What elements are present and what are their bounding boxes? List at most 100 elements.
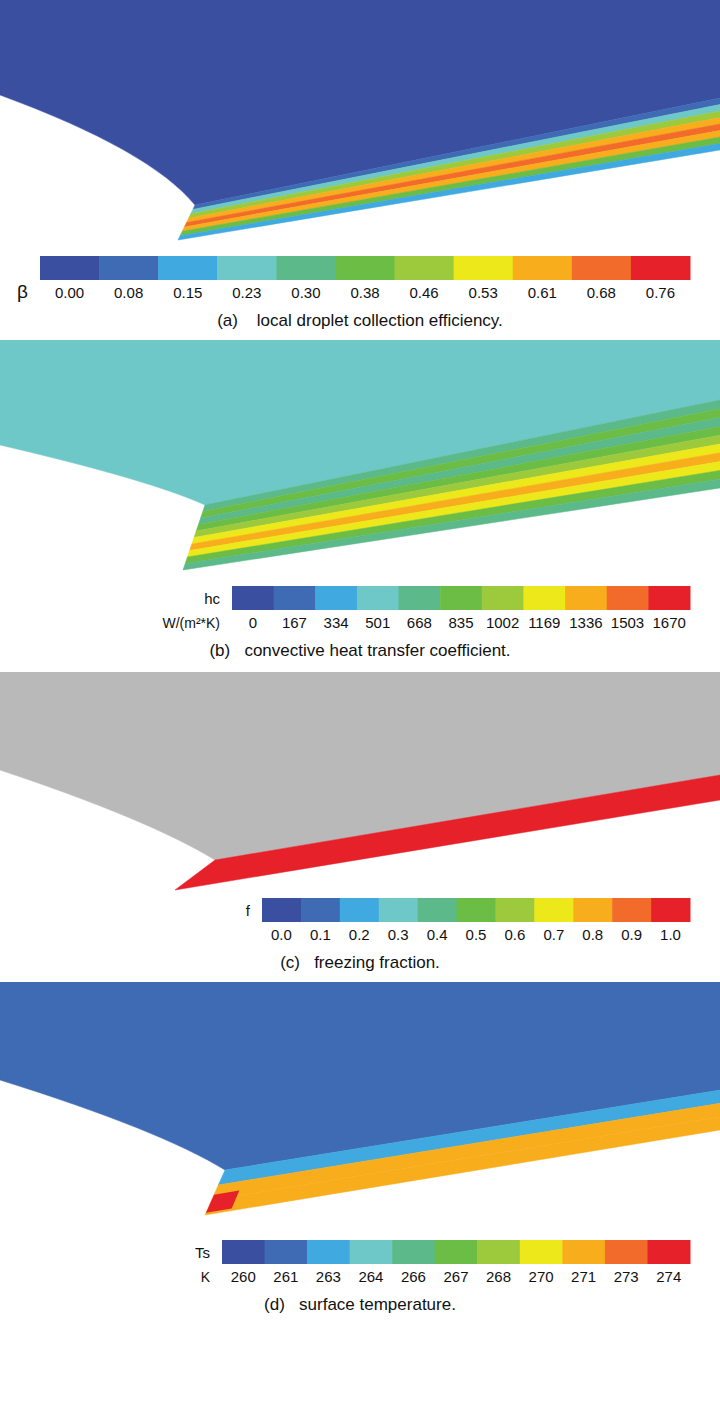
- color-bar-cell: [301, 898, 340, 922]
- panel: 0.00.10.20.30.40.50.60.70.80.91.0f(c) fr…: [0, 672, 720, 972]
- color-bar-unit: W/(m²*K): [162, 615, 220, 631]
- color-bar-cell: [523, 586, 565, 610]
- color-bar-title: f: [246, 902, 251, 919]
- color-bar-cell: [418, 898, 457, 922]
- color-bar-title: β: [17, 281, 28, 302]
- color-bar-tick-label: 1.0: [660, 926, 681, 943]
- color-bar-cell: [562, 1240, 605, 1264]
- color-bar-tick-label: 266: [401, 1268, 426, 1285]
- color-bar-tick-label: 0.46: [409, 284, 438, 301]
- contour-field: [0, 982, 720, 1215]
- hot-spot: [206, 1191, 239, 1213]
- color-bar-tick-label: 0.6: [504, 926, 525, 943]
- color-bar-cell: [534, 898, 573, 922]
- color-bar-cell: [513, 256, 573, 280]
- color-bar-cell: [395, 256, 455, 280]
- color-bar-cell: [392, 1240, 435, 1264]
- color-bar-tick-label: 0.0: [271, 926, 292, 943]
- color-bar-tick-label: 0.61: [528, 284, 557, 301]
- color-bar-tick-label: 1503: [611, 614, 644, 631]
- color-bar-cell: [647, 1240, 690, 1264]
- color-bar-tick-label: 273: [614, 1268, 639, 1285]
- color-bar-cell: [265, 1240, 308, 1264]
- color-bar-tick-label: 263: [316, 1268, 341, 1285]
- color-bar-tick-label: 668: [407, 614, 432, 631]
- color-bar-tick-label: 264: [358, 1268, 383, 1285]
- color-bar-cell: [612, 898, 651, 922]
- panel-caption: (d) surface temperature.: [264, 1295, 456, 1314]
- color-bar-cell: [651, 898, 690, 922]
- color-bar: 260261263264266267268270271273274: [222, 1240, 691, 1285]
- color-bar-cell: [573, 898, 612, 922]
- color-bar-tick-label: 0.9: [621, 926, 642, 943]
- panel: 0.000.080.150.230.300.380.460.530.610.68…: [0, 0, 720, 330]
- color-bar-tick-label: 0.08: [114, 284, 143, 301]
- color-bar-tick-label: 0.00: [55, 284, 84, 301]
- color-bar-tick-label: 271: [571, 1268, 596, 1285]
- color-bar-cell: [457, 898, 496, 922]
- color-bar-cell: [274, 586, 316, 610]
- color-bar-cell: [440, 586, 482, 610]
- color-bar-tick-label: 1169: [528, 614, 560, 631]
- color-bar-tick-label: 0: [249, 614, 257, 631]
- color-bar-cell: [495, 898, 534, 922]
- color-bar-tick-label: 261: [273, 1268, 298, 1285]
- color-bar: 0.00.10.20.30.40.50.60.70.80.91.0: [262, 898, 691, 943]
- panel: 260261263264266267268270271273274TsK(d) …: [0, 982, 720, 1314]
- color-bar-cell: [217, 256, 277, 280]
- color-bar-tick-label: 1670: [652, 614, 685, 631]
- color-bar-title: hc: [204, 590, 220, 607]
- color-bar-tick-label: 0.38: [350, 284, 379, 301]
- color-bar-tick-label: 260: [231, 1268, 256, 1285]
- color-bar-cell: [572, 256, 632, 280]
- color-bar-tick-label: 0.8: [582, 926, 603, 943]
- contour-field: [0, 0, 720, 240]
- color-bar-title: Ts: [195, 1244, 210, 1261]
- color-bar-cell: [357, 586, 399, 610]
- color-bar-tick-label: 274: [656, 1268, 681, 1285]
- color-bar-cell: [262, 898, 301, 922]
- color-bar-cell: [379, 898, 418, 922]
- color-bar-cell: [399, 586, 441, 610]
- leading-edge-band: [212, 1103, 720, 1200]
- upper-surface: [0, 672, 720, 860]
- color-bar-tick-label: 167: [282, 614, 307, 631]
- contour-field: [0, 672, 720, 890]
- leading-edge-band: [178, 144, 720, 241]
- panel-caption: (a) local droplet collection efficiency.: [217, 311, 503, 330]
- color-bar-cell: [565, 586, 607, 610]
- color-bar-cell: [99, 256, 159, 280]
- color-bar-tick-label: 267: [443, 1268, 468, 1285]
- color-bar-cell: [335, 256, 395, 280]
- color-bar-tick-label: 835: [448, 614, 473, 631]
- color-bar-tick-label: 0.1: [310, 926, 331, 943]
- color-bar-tick-label: 0.4: [427, 926, 448, 943]
- color-bar-cell: [605, 1240, 648, 1264]
- color-bar-cell: [482, 586, 524, 610]
- color-bar-cell: [40, 256, 100, 280]
- color-bar-cell: [158, 256, 218, 280]
- color-bar-cell: [454, 256, 514, 280]
- color-bar-tick-label: 0.23: [232, 284, 261, 301]
- color-bar-cell: [477, 1240, 520, 1264]
- color-bar-tick-label: 0.7: [543, 926, 564, 943]
- leading-edge-band: [185, 470, 720, 563]
- leading-edge-band: [180, 137, 720, 236]
- leading-edge-band: [184, 124, 720, 227]
- color-bar: 016733450166883510021169133615031670: [232, 586, 691, 631]
- color-bar-cell: [435, 1240, 478, 1264]
- leading-edge-band: [187, 118, 720, 223]
- contour-field: [0, 340, 720, 570]
- color-bar-tick-label: 268: [486, 1268, 511, 1285]
- color-bar-cell: [222, 1240, 265, 1264]
- color-bar-cell: [520, 1240, 563, 1264]
- figure: 0.000.080.150.230.300.380.460.530.610.68…: [0, 0, 720, 1403]
- color-bar: 0.000.080.150.230.300.380.460.530.610.68…: [40, 256, 691, 301]
- color-bar-tick-label: 0.3: [388, 926, 409, 943]
- color-bar-cell: [340, 898, 379, 922]
- leading-edge-band: [187, 462, 720, 557]
- color-bar-cell: [350, 1240, 393, 1264]
- leading-edge-band: [190, 453, 720, 551]
- panel-caption: (b) convective heat transfer coefficient…: [209, 641, 510, 660]
- color-bar-tick-label: 501: [365, 614, 390, 631]
